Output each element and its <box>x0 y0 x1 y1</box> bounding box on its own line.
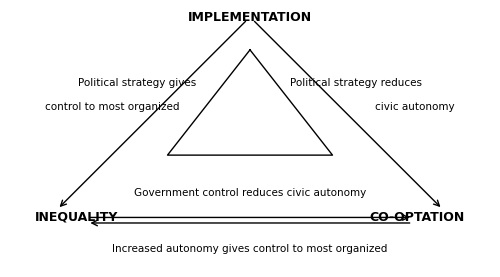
Text: Political strategy reduces: Political strategy reduces <box>290 78 422 88</box>
Text: control to most organized: control to most organized <box>45 102 180 112</box>
Text: Political strategy gives: Political strategy gives <box>78 78 196 88</box>
Text: IMPLEMENTATION: IMPLEMENTATION <box>188 11 312 24</box>
Text: INEQUALITY: INEQUALITY <box>35 211 118 224</box>
Text: Government control reduces civic autonomy: Government control reduces civic autonom… <box>134 188 366 198</box>
Text: Increased autonomy gives control to most organized: Increased autonomy gives control to most… <box>112 244 388 254</box>
Text: CO-OPTATION: CO-OPTATION <box>370 211 465 224</box>
Text: civic autonomy: civic autonomy <box>376 102 455 112</box>
